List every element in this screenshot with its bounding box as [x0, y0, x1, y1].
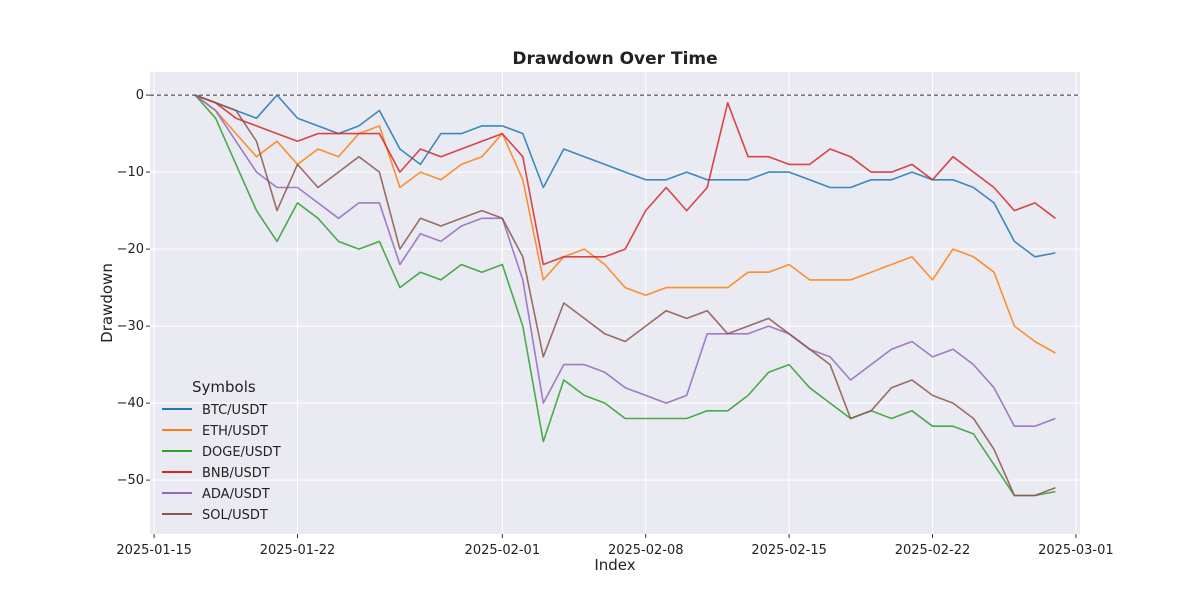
- legend: Symbols BTC/USDT ETH/USDT DOGE/USDT BNB/USD…: [162, 378, 281, 523]
- y-tick-label: 0: [136, 88, 144, 103]
- series-line-1: [194, 94, 1056, 354]
- x-tick-label: 2025-02-01: [465, 543, 541, 558]
- series-line-2: [194, 94, 1056, 497]
- x-tick-label: 2025-03-01: [1038, 543, 1114, 558]
- legend-label: DOGE/USDT: [202, 445, 281, 460]
- x-axis-ticks: 2025-01-15 2025-01-22 2025-02-01 2025-02-08…: [116, 534, 1114, 558]
- grid-lines: [150, 72, 1080, 534]
- plot-area: [150, 72, 1080, 534]
- x-tick-label: 2025-02-22: [895, 543, 971, 558]
- y-tick-label: −20: [117, 242, 144, 257]
- x-tick-label: 2025-01-15: [116, 543, 192, 558]
- legend-title: Symbols: [192, 378, 256, 396]
- series-line-3: [194, 94, 1056, 266]
- y-tick-label: −50: [117, 473, 144, 488]
- y-tick-label: −40: [117, 396, 144, 411]
- y-tick-label: −10: [117, 165, 144, 180]
- series-lines: [194, 94, 1056, 497]
- x-axis-label: Index: [594, 556, 635, 574]
- y-axis-label: Drawdown: [98, 263, 116, 343]
- legend-label: ADA/USDT: [202, 487, 270, 502]
- legend-label: BNB/USDT: [202, 466, 270, 481]
- legend-items: BTC/USDT ETH/USDT DOGE/USDT BNB/USDT ADA/USD…: [162, 403, 281, 523]
- series-line-4: [194, 94, 1056, 428]
- legend-label: SOL/USDT: [202, 508, 268, 523]
- legend-label: BTC/USDT: [202, 403, 267, 418]
- x-tick-label: 2025-02-08: [608, 543, 684, 558]
- series-line-5: [194, 94, 1056, 497]
- y-tick-label: −30: [117, 319, 144, 334]
- x-tick-label: 2025-01-22: [260, 543, 336, 558]
- y-axis-ticks: 0 −10 −20 −30 −40 −50: [117, 88, 150, 488]
- legend-label: ETH/USDT: [202, 424, 268, 439]
- x-tick-label: 2025-02-15: [751, 543, 827, 558]
- chart-title: Drawdown Over Time: [512, 49, 717, 69]
